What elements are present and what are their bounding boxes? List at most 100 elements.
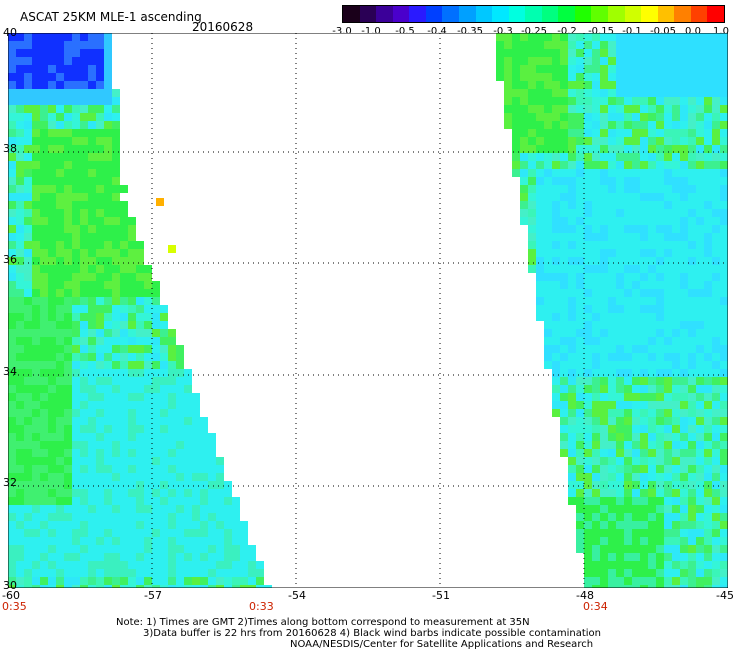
wind-cell [32,97,40,105]
wind-cell [96,569,104,577]
wind-cell [104,177,112,185]
wind-cell [664,145,672,153]
wind-cell [32,89,40,97]
wind-cell [168,361,176,369]
wind-cell [160,497,168,505]
wind-cell [696,561,704,569]
wind-cell [704,481,712,489]
wind-cell [656,329,664,337]
wind-cell [16,337,24,345]
wind-cell [696,249,704,257]
wind-cell [32,289,40,297]
wind-cell [184,481,192,489]
wind-cell [120,585,128,588]
wind-cell [656,217,664,225]
wind-cell [200,441,208,449]
wind-cell [56,57,64,65]
wind-cell [104,553,112,561]
wind-cell [56,41,64,49]
wind-cell [544,225,552,233]
wind-cell [56,417,64,425]
wind-cell [632,545,640,553]
wind-cell [600,457,608,465]
wind-cell [560,305,568,313]
wind-cell [8,513,16,521]
wind-cell [160,401,168,409]
wind-cell [672,505,680,513]
wind-cell [648,361,656,369]
wind-cell [104,393,112,401]
wind-cell [152,369,160,377]
wind-cell [24,561,32,569]
wind-cell [104,89,112,97]
wind-cell [584,505,592,513]
wind-cell [200,569,208,577]
wind-cell [720,241,728,249]
wind-cell [608,489,616,497]
wind-cell [648,281,656,289]
wind-cell [600,545,608,553]
wind-cell [696,153,704,161]
wind-cell [680,241,688,249]
wind-cell [592,169,600,177]
wind-cell [64,137,72,145]
wind-cell [648,505,656,513]
wind-cell [648,473,656,481]
wind-cell [568,417,576,425]
wind-cell [120,185,128,193]
wind-cell [608,513,616,521]
wind-cell [616,129,624,137]
wind-cell [656,121,664,129]
wind-cell [104,241,112,249]
wind-cell [640,569,648,577]
wind-cell [96,441,104,449]
wind-cell [56,169,64,177]
wind-cell [144,585,152,588]
wind-cell [680,481,688,489]
wind-cell [656,49,664,57]
wind-cell [72,129,80,137]
wind-cell [48,193,56,201]
wind-cell [80,361,88,369]
wind-cell [640,33,648,41]
wind-cell [640,97,648,105]
wind-cell [544,177,552,185]
wind-cell [136,465,144,473]
wind-cell [80,377,88,385]
wind-cell [40,185,48,193]
wind-cell [712,241,720,249]
wind-cell [48,337,56,345]
wind-cell [624,393,632,401]
wind-cell [672,273,680,281]
wind-cell [16,225,24,233]
wind-cell [112,225,120,233]
wind-cell [712,497,720,505]
wind-cell [112,273,120,281]
wind-cell [128,257,136,265]
wind-cell [704,281,712,289]
wind-cell [632,441,640,449]
wind-cell [640,537,648,545]
wind-cell [552,321,560,329]
wind-cell [184,473,192,481]
wind-cell [640,417,648,425]
wind-cell [552,161,560,169]
wind-cell [72,193,80,201]
wind-cell [528,153,536,161]
wind-cell [72,345,80,353]
wind-cell [8,417,16,425]
wind-cell [64,409,72,417]
wind-cell [712,369,720,377]
wind-cell [192,561,200,569]
wind-cell [56,433,64,441]
wind-cell [552,57,560,65]
wind-cell [16,513,24,521]
wind-cell [8,153,16,161]
wind-cell [40,465,48,473]
wind-cell [712,273,720,281]
wind-cell [576,545,584,553]
wind-cell [120,281,128,289]
wind-cell [64,321,72,329]
wind-cell [40,137,48,145]
wind-cell [168,569,176,577]
